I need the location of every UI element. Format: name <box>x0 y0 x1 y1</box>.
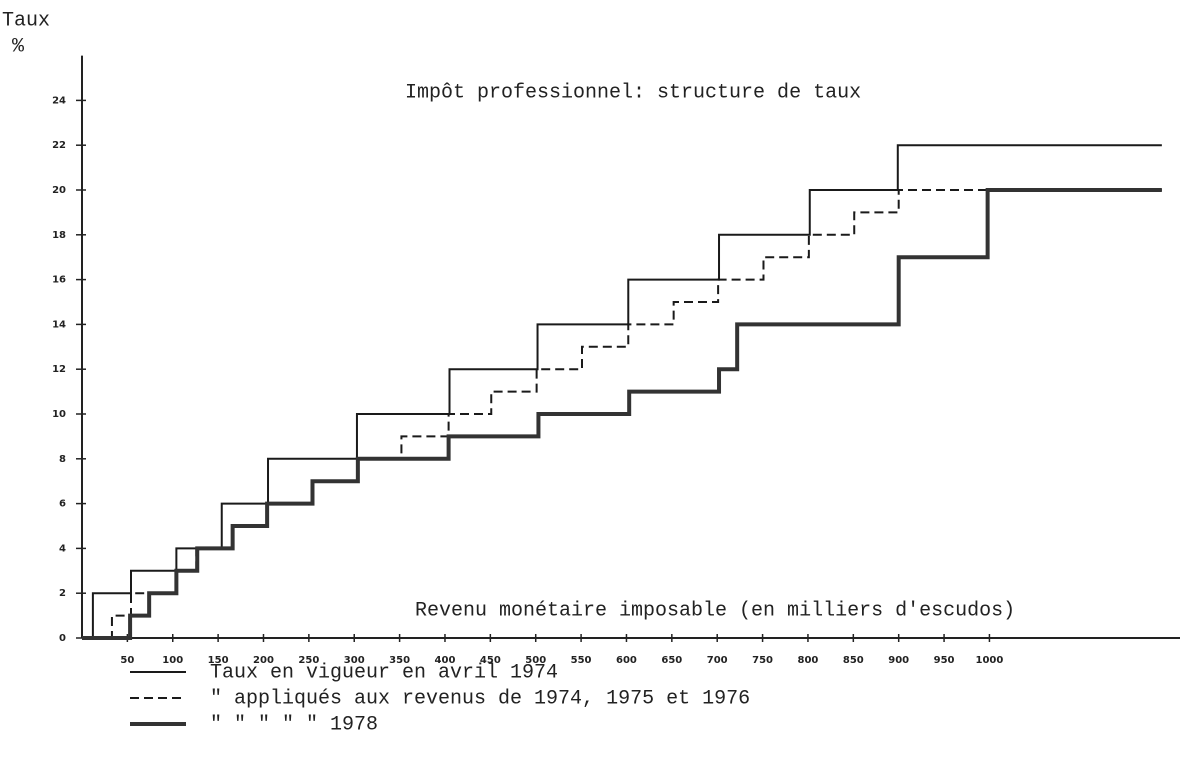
y-tick-label: 8 <box>59 454 66 465</box>
x-tick-label: 450 <box>480 655 501 666</box>
step-line <box>82 188 1162 640</box>
step-line <box>82 189 1162 639</box>
x-tick-label: 300 <box>344 655 365 666</box>
legend-label: Taux en vigueur en avril 1974 <box>210 661 558 684</box>
x-tick-label: 500 <box>525 655 546 666</box>
x-tick-label: 600 <box>616 655 637 666</box>
y-tick-label: 24 <box>52 95 66 106</box>
y-tick-label: 22 <box>52 140 66 151</box>
y-tick-label: 2 <box>59 588 66 599</box>
chart-title: Impôt professionnel: structure de taux <box>405 81 861 104</box>
x-tick-label: 350 <box>389 655 410 666</box>
x-tick-label: 400 <box>435 655 456 666</box>
x-tick-label: 200 <box>253 655 274 666</box>
y-tick-label: 20 <box>52 185 66 196</box>
x-tick-label: 900 <box>888 655 909 666</box>
y-axis-unit: % <box>12 35 25 58</box>
x-axis-label: Revenu monétaire imposable (en milliers … <box>415 599 1015 622</box>
y-tick-label: 0 <box>59 633 66 644</box>
step-line <box>82 144 1162 639</box>
y-tick-label: 12 <box>52 364 66 375</box>
y-tick-label: 16 <box>52 275 66 286</box>
y-axis-label: Taux <box>2 9 50 32</box>
x-tick-label: 100 <box>162 655 183 666</box>
x-tick-label: 550 <box>571 655 592 666</box>
x-tick-label: 800 <box>798 655 819 666</box>
y-tick-label: 14 <box>52 319 66 330</box>
x-tick-label: 1000 <box>976 655 1004 666</box>
y-tick-label: 18 <box>52 230 66 241</box>
legend-label: " " " " " 1978 <box>210 713 378 736</box>
x-tick-label: 950 <box>934 655 955 666</box>
y-tick-label: 10 <box>52 409 66 420</box>
legend-label: " appliqués aux revenus de 1974, 1975 et… <box>210 687 750 710</box>
x-tick-label: 650 <box>661 655 682 666</box>
x-tick-label: 700 <box>707 655 728 666</box>
x-tick-label: 750 <box>752 655 773 666</box>
x-tick-label: 850 <box>843 655 864 666</box>
y-tick-label: 4 <box>59 543 66 554</box>
y-tick-label: 6 <box>59 499 66 510</box>
x-tick-label: 150 <box>208 655 229 666</box>
x-tick-label: 250 <box>298 655 319 666</box>
x-tick-label: 50 <box>120 655 134 666</box>
